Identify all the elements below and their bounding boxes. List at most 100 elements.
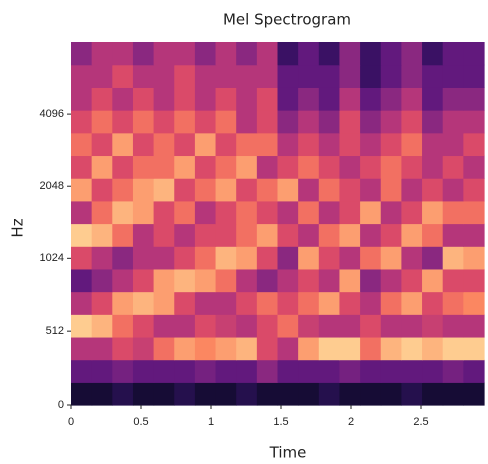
- heatmap-cell: [132, 178, 155, 202]
- heatmap-cell: [112, 178, 134, 202]
- heatmap-cell: [132, 223, 155, 247]
- heatmap-cell: [71, 155, 93, 179]
- heatmap-cell: [256, 314, 279, 338]
- heatmap-cell: [194, 42, 217, 66]
- heatmap-cell: [380, 246, 402, 270]
- heatmap-cell: [318, 359, 341, 383]
- heatmap-cell: [298, 87, 320, 111]
- heatmap-cell: [298, 132, 320, 157]
- heatmap-cell: [194, 64, 217, 88]
- heatmap-cell: [401, 200, 423, 225]
- heatmap-cell: [277, 178, 299, 202]
- heatmap-cell: [174, 291, 196, 315]
- heatmap-cell: [215, 268, 237, 293]
- heatmap-cell: [360, 132, 382, 157]
- heatmap-cell: [236, 200, 258, 225]
- heatmap-cell: [236, 314, 258, 338]
- heatmap-cell: [236, 291, 258, 315]
- heatmap-cell: [256, 110, 279, 134]
- heatmap-cell: [215, 132, 237, 157]
- heatmap-cell: [298, 246, 320, 270]
- heatmap-cell: [132, 64, 155, 88]
- heatmap-cell: [236, 336, 258, 361]
- heatmap-cell: [194, 382, 217, 406]
- x-tick-label: 0.5: [133, 416, 148, 428]
- heatmap-cell: [422, 42, 444, 66]
- heatmap-cell: [380, 200, 402, 225]
- heatmap-cell: [153, 291, 175, 315]
- heatmap-cell: [318, 200, 341, 225]
- heatmap-cell: [277, 268, 299, 293]
- heatmap-cell: [71, 64, 93, 88]
- heatmap-cell: [112, 314, 134, 338]
- heatmap-cell: [401, 155, 423, 179]
- heatmap-cell: [318, 132, 341, 157]
- heatmap-cell: [215, 246, 237, 270]
- x-tick-label: 1.5: [273, 416, 288, 428]
- heatmap-cell: [401, 336, 423, 361]
- heatmap-cell: [442, 42, 464, 66]
- heatmap-cell: [380, 42, 402, 66]
- heatmap-cell: [153, 382, 175, 406]
- y-tick-label: 2048: [40, 180, 64, 192]
- heatmap-cell: [71, 314, 93, 338]
- heatmap-cell: [318, 382, 341, 406]
- heatmap-cell: [360, 200, 382, 225]
- heatmap-cell: [277, 336, 299, 361]
- heatmap-cell: [194, 246, 217, 270]
- heatmap-cell: [153, 200, 175, 225]
- heatmap-cell: [422, 87, 444, 111]
- heatmap-cell: [112, 336, 134, 361]
- heatmap-cell: [132, 314, 155, 338]
- heatmap-cell: [380, 336, 402, 361]
- heatmap-cell: [132, 132, 155, 157]
- heatmap-cell: [174, 336, 196, 361]
- heatmap-cell: [401, 314, 423, 338]
- heatmap-cell: [298, 359, 320, 383]
- heatmap-cell: [339, 87, 361, 111]
- heatmap-cell: [174, 42, 196, 66]
- heatmap-cell: [422, 314, 444, 338]
- heatmap-cell: [194, 155, 217, 179]
- heatmap-cell: [298, 110, 320, 134]
- heatmap-cell: [174, 132, 196, 157]
- heatmap-cell: [132, 155, 155, 179]
- heatmap-cell: [360, 178, 382, 202]
- heatmap-cell: [194, 314, 217, 338]
- heatmap-cell: [339, 246, 361, 270]
- heatmap-cell: [360, 336, 382, 361]
- heatmap-cell: [112, 155, 134, 179]
- heatmap-cell: [194, 268, 217, 293]
- heatmap-cell: [215, 336, 237, 361]
- heatmap-cell: [360, 155, 382, 179]
- heatmap-cell: [277, 155, 299, 179]
- heatmap-cell: [71, 268, 93, 293]
- heatmap-cell: [318, 178, 341, 202]
- heatmap-cell: [153, 42, 175, 66]
- heatmap-cell: [174, 178, 196, 202]
- heatmap-cell: [153, 64, 175, 88]
- heatmap-cell: [236, 110, 258, 134]
- heatmap-cell: [112, 246, 134, 270]
- heatmap-cell: [112, 359, 134, 383]
- heatmap-cell: [215, 178, 237, 202]
- heatmap-cell: [112, 268, 134, 293]
- heatmap-cell: [277, 223, 299, 247]
- heatmap-cell: [380, 110, 402, 134]
- heatmap-cell: [256, 155, 279, 179]
- y-tick-label: 512: [46, 325, 64, 337]
- heatmap-cell: [360, 223, 382, 247]
- heatmap-cell: [215, 87, 237, 111]
- heatmap-cell: [112, 291, 134, 315]
- heatmap-cell: [318, 87, 341, 111]
- heatmap-cell: [339, 155, 361, 179]
- heatmap-cell: [463, 314, 485, 338]
- heatmap-cell: [236, 155, 258, 179]
- heatmap-cell: [153, 155, 175, 179]
- heatmap-cell: [112, 87, 134, 111]
- heatmap-cell: [422, 359, 444, 383]
- heatmap-cell: [318, 246, 341, 270]
- heatmap-cell: [132, 200, 155, 225]
- heatmap-cell: [339, 268, 361, 293]
